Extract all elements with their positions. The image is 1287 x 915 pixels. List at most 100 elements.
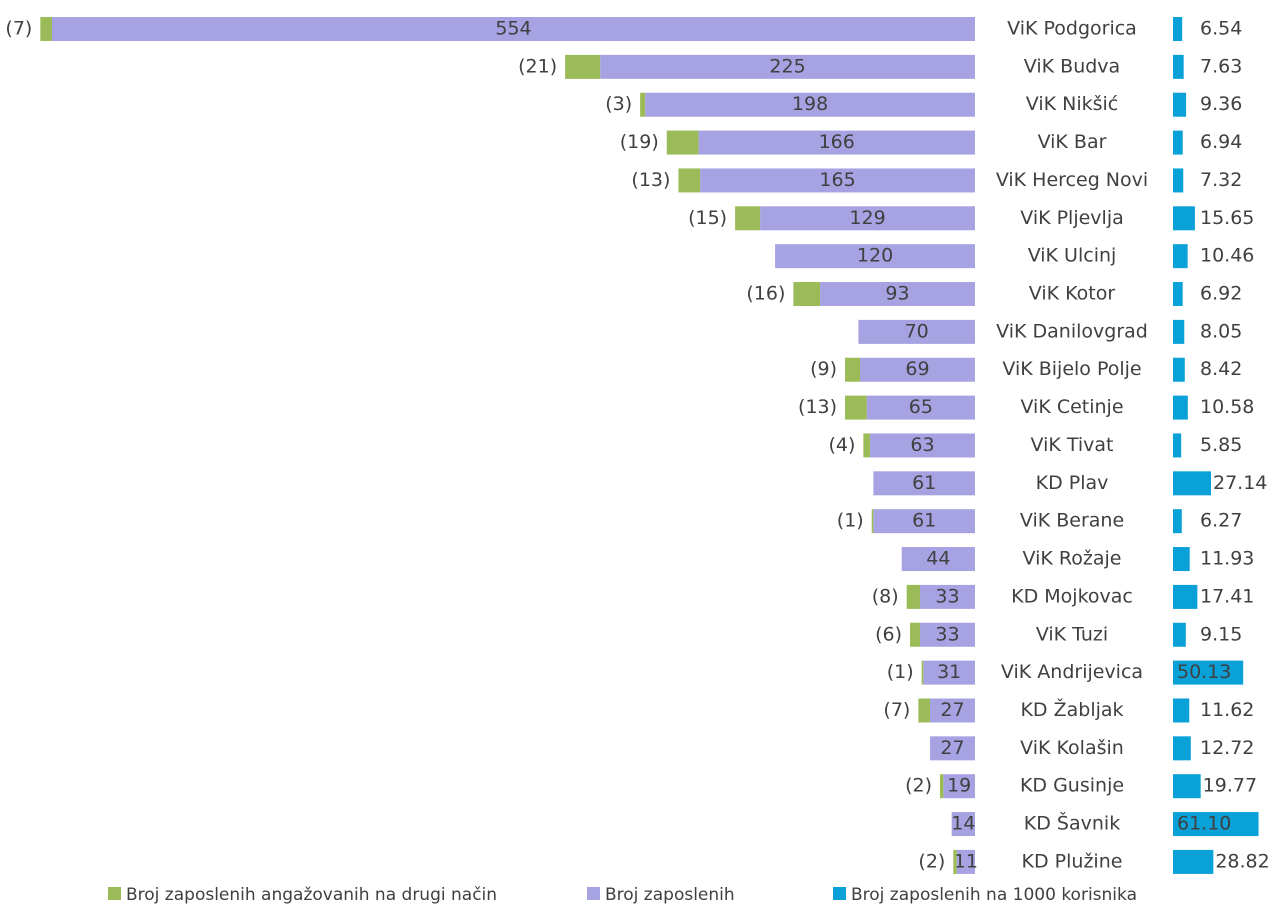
category-label: ViK Podgorica xyxy=(1007,18,1137,40)
value-label: 33 xyxy=(935,623,959,645)
bar xyxy=(1173,433,1182,458)
value-label: 61 xyxy=(912,510,936,532)
bar xyxy=(52,17,975,41)
value-label: 198 xyxy=(792,93,828,115)
value-label: 61.10 xyxy=(1177,813,1231,835)
bar xyxy=(1173,92,1187,117)
value-label: 65 xyxy=(909,396,933,418)
bar xyxy=(700,168,975,193)
value-label: (21) xyxy=(518,55,557,77)
bar xyxy=(910,622,921,647)
category-label: ViK Rožaje xyxy=(1023,548,1122,570)
value-label: 19 xyxy=(947,775,971,797)
bar xyxy=(1173,774,1201,799)
bar xyxy=(1173,471,1211,496)
value-label: 5.85 xyxy=(1200,434,1242,456)
value-label: 554 xyxy=(495,18,531,40)
value-label: 165 xyxy=(819,169,855,191)
bar xyxy=(863,433,871,458)
bar xyxy=(1173,244,1188,269)
bar xyxy=(930,698,975,723)
category-label: KD Mojkovac xyxy=(1011,585,1133,607)
category-label: ViK Bar xyxy=(1038,131,1107,153)
category-label: KD Plužine xyxy=(1022,850,1123,872)
value-label: 27 xyxy=(940,737,964,759)
bar xyxy=(1173,509,1182,534)
value-label: 69 xyxy=(905,358,929,380)
bar xyxy=(920,622,975,647)
category-label: ViK Bijelo Polje xyxy=(1002,358,1141,380)
value-label: 129 xyxy=(849,207,885,229)
value-label: (8) xyxy=(872,585,899,607)
bar xyxy=(1173,319,1185,344)
category-label: ViK Kotor xyxy=(1029,283,1116,305)
bar xyxy=(1173,812,1259,837)
value-label: 50.13 xyxy=(1177,661,1231,683)
bar xyxy=(735,206,761,231)
value-label: 11.62 xyxy=(1200,699,1254,721)
bar xyxy=(645,92,975,117)
value-label: 70 xyxy=(905,320,929,342)
bar xyxy=(1173,357,1185,382)
value-label: 10.46 xyxy=(1200,245,1254,267)
legend-label: Broj zaposlenih na 1000 korisnika xyxy=(851,885,1137,905)
bar xyxy=(871,509,874,534)
category-label: ViK Herceg Novi xyxy=(996,169,1148,191)
bar xyxy=(845,395,867,420)
value-label: 15.65 xyxy=(1200,207,1254,229)
category-label: ViK Cetinje xyxy=(1020,396,1123,418)
bar xyxy=(953,849,957,874)
value-label: (7) xyxy=(5,18,32,40)
value-label: 225 xyxy=(769,55,805,77)
value-label: 8.42 xyxy=(1200,358,1242,380)
bar xyxy=(956,849,975,874)
bar xyxy=(920,584,975,609)
category-label: ViK Pljevlja xyxy=(1020,207,1124,229)
bar xyxy=(698,130,975,155)
bar xyxy=(678,168,701,193)
value-label: 17.41 xyxy=(1200,585,1254,607)
value-label: (3) xyxy=(605,93,632,115)
bar xyxy=(870,433,975,458)
value-label: (6) xyxy=(875,623,902,645)
bar xyxy=(1173,547,1190,572)
bar xyxy=(1173,282,1183,307)
bar xyxy=(775,244,975,269)
value-label: (19) xyxy=(620,131,659,153)
bar xyxy=(1173,206,1195,231)
bar xyxy=(600,54,975,79)
legend-label: Broj zaposlenih xyxy=(605,885,735,905)
bar xyxy=(1173,17,1183,41)
value-label: 7.32 xyxy=(1200,169,1242,191)
bar xyxy=(1173,54,1184,79)
value-label: 120 xyxy=(857,245,893,267)
legend-label: Broj zaposlenih angažovanih na drugi nač… xyxy=(126,885,497,905)
value-label: 33 xyxy=(935,585,959,607)
bar xyxy=(860,357,975,382)
category-label: ViK Nikšić xyxy=(1026,93,1118,115)
category-label: KD Plav xyxy=(1036,472,1109,494)
value-label: 63 xyxy=(910,434,934,456)
bar xyxy=(1173,395,1188,420)
bar xyxy=(640,92,646,117)
category-label: ViK Danilovgrad xyxy=(996,320,1148,342)
value-label: 12.72 xyxy=(1200,737,1254,759)
bar xyxy=(793,282,821,307)
bar xyxy=(906,584,921,609)
bar xyxy=(943,774,975,799)
bar xyxy=(940,774,944,799)
bar xyxy=(565,54,601,79)
bar xyxy=(1173,584,1198,609)
bar xyxy=(666,130,699,155)
bar xyxy=(901,547,975,572)
value-label: 7.63 xyxy=(1200,55,1242,77)
category-label: KD Šavnik xyxy=(1024,811,1120,835)
value-label: 27 xyxy=(940,699,964,721)
bar xyxy=(923,660,975,685)
value-label: (2) xyxy=(905,775,932,797)
category-label: ViK Tuzi xyxy=(1036,623,1108,645)
bar xyxy=(873,471,975,496)
legend-swatch xyxy=(587,887,600,900)
category-label: ViK Tivat xyxy=(1031,434,1114,456)
